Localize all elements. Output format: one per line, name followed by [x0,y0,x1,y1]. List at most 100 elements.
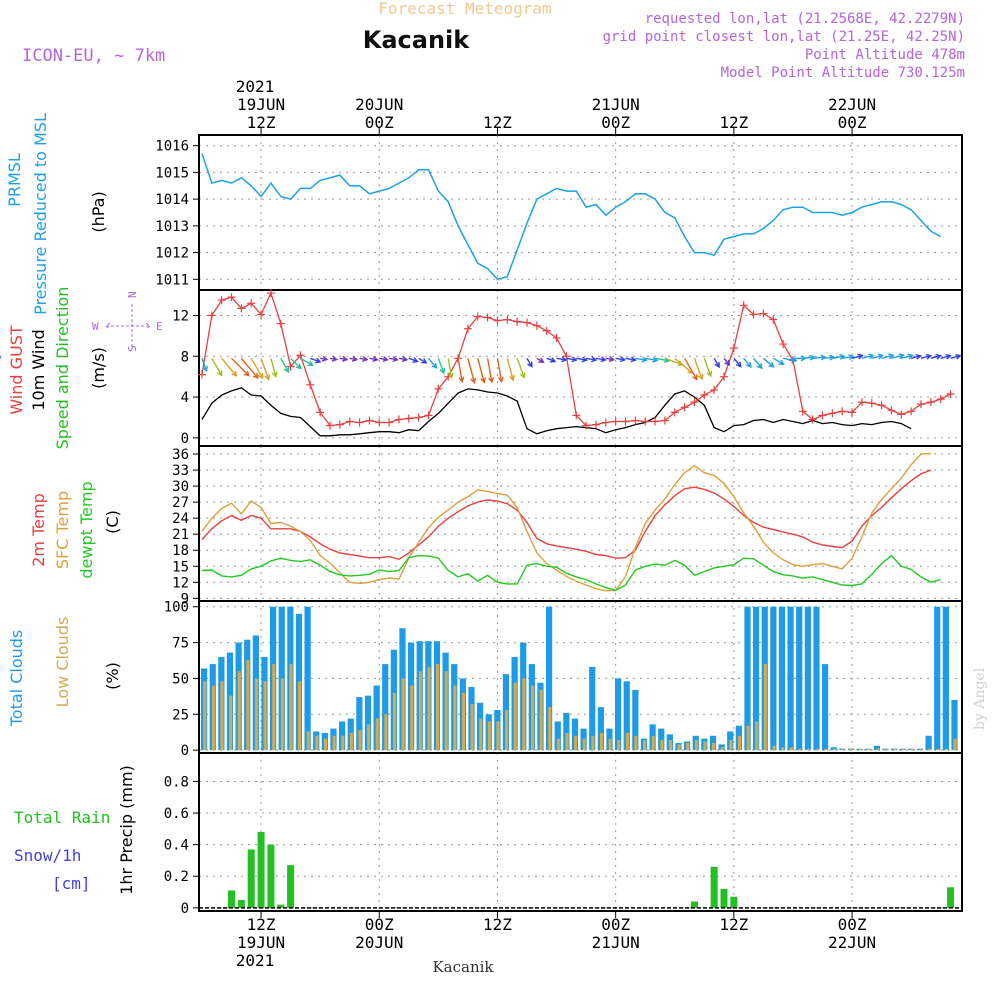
low-cloud-bar [729,740,733,751]
low-cloud-bar [332,735,336,751]
total-cloud-bar [770,606,777,751]
low-cloud-bar [634,735,638,751]
y-tick-label: 1015 [155,165,189,181]
wind-direction-arrow [427,357,438,369]
panel-frame [198,134,963,291]
pressure-unit: (hPa) [89,191,108,232]
wind-direction-arrow [683,357,698,380]
total-cloud-bar [744,606,751,751]
low-cloud-bar [824,748,828,751]
low-cloud-bar [927,748,931,751]
wind-arrowhead [945,353,952,360]
wind-arrowhead [519,372,526,379]
gust-marker [335,420,344,429]
total-cloud-bar [796,606,803,751]
low-cloud-bar [323,738,328,751]
gust-marker [936,395,945,404]
gust-marker [326,421,335,430]
gust-marker [207,311,216,320]
wind-direction-arrow [576,357,587,361]
wind-arrowhead [538,357,545,363]
low-cloud-bar [893,748,897,751]
y-tick-label: 33 [172,463,189,479]
sfc-temp-label: SFC Temp [53,491,72,569]
gust-marker [917,400,926,409]
wind-arrowhead [412,357,419,363]
total-cloud-bar [373,685,380,751]
low-cloud-bar [608,738,612,751]
gust-marker [631,416,640,425]
wind-direction-arrow [447,358,453,378]
wind-arrowhead [202,365,208,373]
y-tick-label: 15 [172,559,189,575]
wind-arrowhead [724,359,731,366]
requested-coords: requested lon,lat (21.2568E, 42.2279N) [645,11,965,27]
gust-marker [463,324,472,333]
y-tick-label: 100 [164,600,189,616]
wind-direction-arrow [270,358,277,377]
top-year: 2021 [236,77,275,96]
wind-direction-arrow [566,357,577,361]
total-cloud-bar [873,745,880,751]
low-cloud-bar [436,664,440,751]
gust-marker [434,384,443,393]
low-cloud-bar [487,721,491,751]
low-cloud-bar [763,664,767,751]
top-time-label: 00Z [365,113,394,132]
gust-marker [601,418,610,427]
temp-2m-line [201,469,932,561]
wind-direction-arrow [703,358,712,377]
wind-direction-arrow [437,358,445,374]
wind-direction-arrow [645,357,658,362]
low-cloud-bar [341,735,345,751]
low-cloud-bar [832,748,836,751]
total-cloud-bar [753,606,760,751]
low-cloud-bar [582,738,586,751]
wind-arrowhead [641,356,648,363]
gust-marker [798,407,807,416]
total-cloud-bar [382,664,389,751]
y-tick-label: 1012 [155,246,189,262]
gust-marker [680,403,689,412]
wind-direction-arrow [467,358,476,383]
wind-direction-arrow [280,357,290,373]
low-cloud-bar [625,732,629,751]
y-tick-label: 1011 [155,272,189,288]
dewpt-label: dewpt Temp [77,481,96,578]
gust-marker [473,312,482,321]
wind-direction-arrow [250,357,264,379]
low-cloud-bar [686,742,690,751]
wind-direction-arrow [231,357,250,377]
gust-marker [513,317,522,326]
wind-direction-arrow [881,354,894,359]
wind-arrowhead [321,355,329,362]
y-tick-label: 1016 [155,139,189,155]
wind-direction-arrow [300,357,313,366]
compass-e: E [156,320,163,333]
low-cloud-bar [280,678,284,751]
low-cloud-bar [220,681,224,751]
y-tick-label: 75 [172,636,189,652]
low-cloud-bar [229,695,233,751]
gust-marker [257,310,266,319]
low-cloud-bar [884,748,888,751]
low-cloud-bar [211,685,215,751]
temp-2m-label: 2m Temp [29,493,48,567]
wind-arrowhead [877,353,884,360]
total-cloud-bar [364,695,372,751]
y-tick-label: 0 [181,901,189,917]
low-cloud-bar [944,748,949,751]
low-cloud-bar [660,740,664,751]
wind-arrowhead [372,356,379,362]
low-cloud-bar [694,740,698,751]
wind-arrowhead [243,370,250,377]
low-cloud-bar [841,748,845,751]
total-cloud-bar [563,712,570,751]
low-cloud-bar [254,678,259,751]
wind-arrowhead [315,357,322,364]
total-cloud-bar [597,707,604,751]
panel-0: 1011 1012 1013 1014 1015 1016 [155,134,963,291]
y-tick-label: 1013 [155,219,189,235]
compass-icon: N S W E [92,291,163,352]
